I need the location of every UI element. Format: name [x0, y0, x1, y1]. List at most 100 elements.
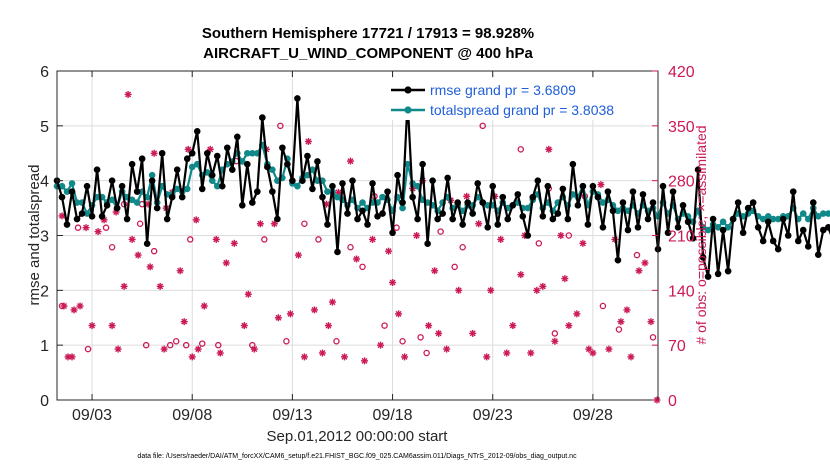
rmse-point	[384, 188, 391, 195]
obs-assimilated-marker	[401, 353, 409, 361]
rmse-point	[599, 223, 607, 231]
rmse-point	[374, 213, 381, 220]
rmse-point	[449, 215, 456, 223]
rmse-point	[284, 160, 291, 168]
obs-possible-marker	[417, 334, 424, 341]
y-right-tick-label: 350	[668, 119, 695, 136]
rmse-point	[339, 180, 346, 187]
rmse-point	[824, 223, 830, 231]
rmse-point	[509, 202, 517, 209]
spread-point	[208, 177, 216, 184]
obs-possible-marker	[301, 220, 308, 227]
obs-possible-marker	[381, 322, 388, 329]
rmse-point	[399, 199, 406, 206]
y-right-tick-label: 280	[668, 174, 695, 191]
legend: rmse grand pr = 3.6809 totalspread grand…	[386, 78, 622, 120]
rmse-point	[279, 144, 286, 152]
spread-point	[244, 149, 251, 157]
obs-assimilated-marker	[597, 181, 605, 189]
obs-assimilated-marker	[443, 345, 451, 353]
rmse-point	[729, 215, 737, 223]
obs-possible-marker	[347, 243, 354, 251]
spread-point	[128, 196, 136, 204]
obs-assimilated-marker	[120, 282, 128, 290]
rmse-point	[429, 177, 436, 184]
rmse-point	[464, 199, 471, 206]
y-left-tick-label: 1	[40, 338, 49, 355]
rmse-point	[123, 215, 131, 223]
x-tick-label: 09/03	[72, 407, 112, 424]
rmse-point	[68, 188, 76, 195]
rmse-point	[314, 158, 321, 165]
obs-assimilated-marker	[124, 91, 132, 98]
rmse-point	[419, 160, 426, 168]
rmse-point	[444, 174, 451, 182]
rmse-point	[239, 202, 246, 209]
rmse-point	[183, 155, 191, 163]
rmse-point	[579, 182, 587, 190]
spread-point	[148, 171, 156, 179]
rmse-point	[294, 95, 301, 102]
rmse-point	[784, 232, 792, 239]
rmse-point	[639, 191, 647, 198]
obs-assimilated-marker	[627, 353, 635, 361]
obs-assimilated-marker	[340, 353, 348, 361]
spread-point	[719, 218, 727, 226]
rmse-point	[714, 270, 722, 278]
rmse-point	[504, 215, 512, 223]
obs-assimilated-marker	[539, 282, 547, 290]
spread-point	[58, 182, 66, 190]
spread-point	[819, 210, 827, 217]
rmse-point	[234, 133, 241, 141]
plot-area	[53, 70, 830, 404]
obs-possible-marker	[166, 341, 174, 349]
rmse-point	[634, 223, 642, 231]
obs-assimilated-marker	[369, 235, 377, 243]
spread-point	[824, 210, 830, 217]
obs-possible-marker	[359, 263, 366, 271]
x-axis-label: Sep.01,2012 00:00:00 start	[267, 428, 449, 445]
rmse-point	[764, 218, 772, 226]
obs-assimilated-marker	[328, 298, 336, 306]
obs-assimilated-marker	[497, 235, 505, 243]
obs-assimilated-marker	[565, 322, 573, 330]
obs-possible-marker	[198, 340, 206, 347]
rmse-point	[529, 193, 537, 201]
rmse-point	[514, 191, 522, 198]
rmse-point	[158, 149, 166, 157]
rmse-point	[719, 226, 727, 234]
rmse-point	[414, 215, 421, 223]
rmse-point	[804, 243, 812, 250]
obs-assimilated-marker	[551, 337, 559, 345]
rmse-point	[304, 152, 311, 160]
rmse-point	[128, 160, 136, 168]
obs-possible-marker	[649, 334, 657, 341]
obs-assimilated-marker	[194, 345, 202, 353]
spread-point	[759, 215, 767, 223]
rmse-point	[574, 202, 582, 209]
rmse-point	[103, 202, 111, 209]
obs-possible-marker	[459, 243, 466, 251]
rmse-point	[88, 213, 96, 220]
spread-point	[524, 204, 532, 212]
rmse-point	[249, 199, 256, 206]
rmse-point	[594, 193, 602, 201]
obs-possible-marker	[150, 247, 158, 255]
rmse-point	[93, 166, 101, 173]
rmse-point	[434, 215, 441, 223]
obs-possible-marker	[565, 232, 573, 239]
spread-point	[108, 196, 116, 204]
rmse-point	[604, 188, 612, 195]
rmse-point	[153, 204, 161, 212]
y-left-tick-label: 5	[40, 119, 49, 136]
spread-point	[799, 210, 807, 217]
obs-assimilated-marker	[250, 345, 258, 353]
rmse-point	[389, 229, 396, 237]
obs-assimilated-marker	[156, 282, 164, 290]
rmse-point	[329, 182, 336, 190]
obs-possible-marker	[142, 341, 150, 349]
spread-point	[239, 158, 246, 165]
y-right-tick-label: 140	[668, 283, 695, 300]
rmse-point	[309, 185, 316, 193]
obs-assimilated-marker	[200, 302, 208, 310]
